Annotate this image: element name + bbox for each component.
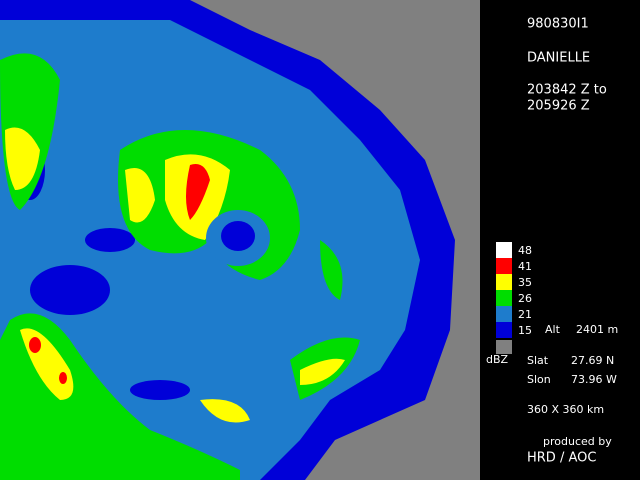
legend-swatch (496, 340, 512, 354)
domain-size: 360 X 360 km (527, 403, 604, 416)
info-panel (480, 0, 640, 480)
legend-label: 15 (518, 324, 532, 337)
alt-value: 2401 m (576, 323, 618, 336)
radar-image (0, 0, 480, 480)
alt-label: Alt (545, 323, 561, 336)
legend-swatch (496, 274, 512, 290)
legend-label: 26 (518, 292, 532, 305)
legend-label: 21 (518, 308, 532, 321)
time-to: 205926 Z (527, 99, 590, 114)
credit-org: HRD / AOC (527, 451, 596, 466)
legend-swatch (496, 258, 512, 274)
slat-value: 27.69 N (571, 354, 614, 367)
legend-swatch (496, 322, 512, 338)
slon-value: 73.96 W (571, 373, 617, 386)
storm-name: DANIELLE (527, 51, 590, 66)
flight-id: 980830I1 (527, 17, 589, 32)
legend: 48 41 35 26 21 15 (496, 242, 532, 354)
legend-swatch (496, 290, 512, 306)
slat-label: Slat (527, 354, 549, 367)
credit-line: produced by (543, 435, 612, 448)
time-from: 203842 Z to (527, 83, 607, 98)
legend-label: 41 (518, 260, 532, 273)
legend-swatch (496, 306, 512, 322)
legend-label: 48 (518, 244, 532, 257)
slon-label: Slon (527, 373, 551, 386)
legend-label: 35 (518, 276, 532, 289)
legend-unit: dBZ (486, 353, 509, 366)
legend-swatch (496, 242, 512, 258)
